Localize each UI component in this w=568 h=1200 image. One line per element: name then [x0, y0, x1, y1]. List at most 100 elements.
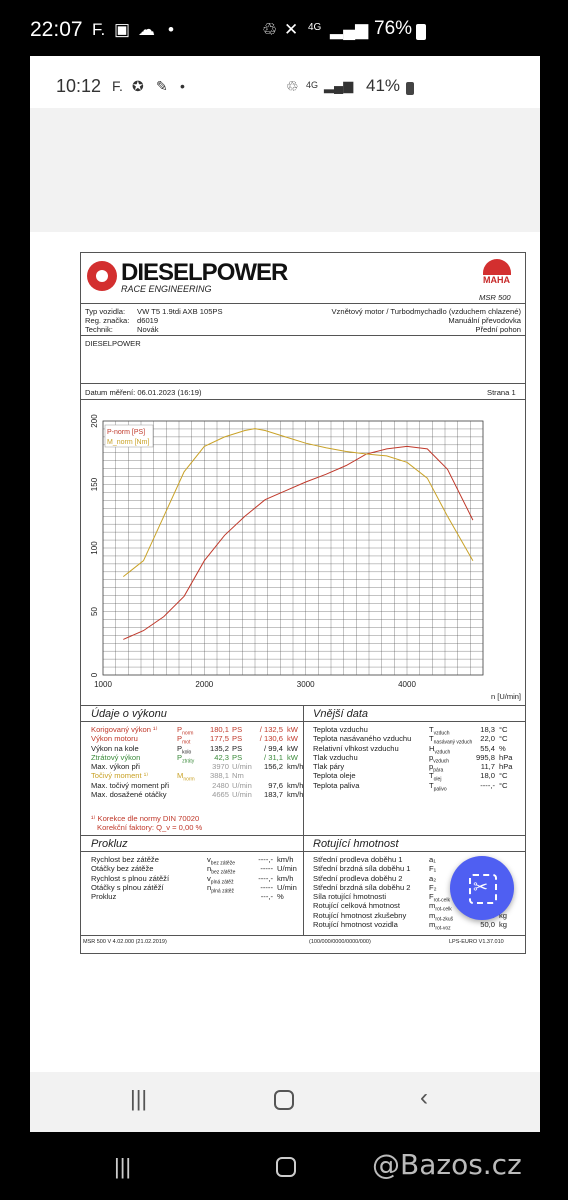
legend-power: P-norm [PS]	[107, 429, 145, 436]
cloud-icon: ☁	[138, 20, 155, 39]
rotujici-label: Střední brzdná síla doběhu 1	[313, 864, 411, 874]
engine-info-line: Vznětový motor / Turbodmychadlo (vzduche…	[331, 307, 521, 316]
vnejsi-symbol: ppára	[429, 762, 444, 774]
udaje-unit1: PS	[232, 743, 243, 753]
dyno-report: DIESELPOWER RACE ENGINEERING MAHA MSR 50…	[80, 252, 526, 954]
left-tick-label: 50	[90, 607, 99, 616]
engine-info: Vznětový motor / Turbodmychadlo (vzduche…	[331, 307, 521, 334]
rotujici-label: Síla rotující hmotnosti	[313, 892, 387, 902]
footer-lps: LPS-EURO V1.37.010	[449, 939, 504, 945]
udaje-unit1: U/min	[232, 780, 252, 790]
prokluz-label: Rychlost bez zátěže	[91, 855, 159, 864]
udaje-label: Ztrátový výkon	[91, 752, 141, 762]
signal-icon: ▂▄▆	[324, 78, 354, 93]
vehicle-info-value: VW T5 1.9tdi AXB 105PS	[137, 307, 223, 316]
outer-nav-bar: ||| @Bazos.cz	[0, 1132, 568, 1200]
prokluz-label: Prokluz	[91, 892, 117, 902]
vnejsi-label: Teplota nasávaného vzduchu	[313, 734, 412, 744]
udaje-value1: 4665	[212, 790, 229, 800]
footer-code: (100/000/0000/0000/000)	[309, 939, 371, 945]
vnejsi-unit: °C	[499, 771, 508, 781]
vnejsi-row: Tlak vzduchu pvzduch 995,8 hPa	[313, 752, 521, 765]
prokluz-row: Prokluz ---,-%	[91, 892, 301, 901]
vehicle-info-row: Typ vozidla: VW T5 1.9tdi AXB 105PS	[85, 307, 223, 316]
rotujici-label: Rotující hmotnost vozidla	[313, 920, 398, 930]
udaje-label: Max. výkon při	[91, 762, 140, 772]
udaje-symbol: Pnorm	[177, 725, 194, 737]
vnejsi-row: Teplota oleje Tolej 18,0 °C	[313, 771, 521, 783]
legend-torque: M_norm [Nm]	[107, 439, 149, 446]
prokluz-value: -----	[260, 864, 273, 874]
rotujici-symbol: mrot-zkuš	[429, 910, 454, 923]
rotujici-label: Rotující hmotnost zkušebny	[313, 910, 407, 920]
battery-icon	[416, 24, 426, 40]
vnejsi-label: Relativní vlhkost vzduchu	[313, 743, 399, 753]
vnejsi-label: Tlak vzduchu	[313, 752, 358, 762]
vnejsi-row: Teplota nasávaného vzduchu Tnasávaný vzdu…	[313, 734, 521, 746]
image-icon: ▣	[114, 20, 131, 39]
vnejsi-unit: °C	[499, 734, 508, 744]
bazos-watermark: @Bazos.cz	[372, 1148, 522, 1181]
battery-saver-icon: ♲	[262, 20, 278, 39]
legend-box	[104, 424, 154, 448]
inner-clock: 10:12	[56, 76, 102, 96]
prokluz-unit: km/h	[277, 873, 294, 883]
vnejsi-label: Teplota paliva	[313, 780, 360, 790]
f-icon: F.	[92, 20, 106, 39]
maha-logo-icon: MAHA	[477, 259, 517, 287]
udaje-label: Max. točivý moment při	[91, 780, 170, 790]
power-curve	[123, 445, 474, 640]
udaje-unit1: PS	[232, 725, 243, 734]
udaje-list: Korigovaný výkon ¹⁾ Pnorm 180,1 PS/ 132,5 kW…	[91, 725, 304, 800]
home-icon[interactable]	[276, 1157, 296, 1177]
x-tick-label: 4000	[398, 680, 416, 689]
prokluz-row: Otáčky bez zátěže nbez zátěže ----- U/min	[91, 864, 301, 876]
prokluz-row: Rychlost s plnou zátěží vplná zátěž ----,-…	[91, 873, 301, 886]
prokluz-label: Rychlost s plnou zátěží	[91, 873, 170, 883]
crop-icon	[469, 874, 497, 904]
engine-info-line: Přední pohon	[475, 325, 521, 334]
page-number: Strana 1	[487, 388, 516, 397]
rotujici-value: 50,0	[480, 920, 495, 930]
udaje-symbol: Pztráty	[177, 752, 195, 765]
vnejsi-unit: hPa	[499, 762, 513, 772]
msr-label: MSR 500	[479, 293, 511, 302]
vnejsi-value: 995,8	[475, 752, 495, 762]
vnejsi-value: 18,3	[480, 725, 495, 734]
prokluz-value: ----,-	[258, 855, 273, 864]
outer-status-bar: 22:07 F. ▣ ☁ • ♲ ✕ 4G ▂▄▆ 76%	[0, 0, 568, 56]
udaje-unit1: PS	[232, 734, 243, 744]
x-tick-label: 3000	[297, 680, 315, 689]
rotujici-title: Rotující hmotnost	[313, 838, 399, 850]
vnejsi-row: Relativní vlhkost vzduchu Hvzduch 55,4%	[313, 743, 521, 756]
udaje-value2: / 132,5	[259, 725, 283, 734]
x-tick-label: 1000	[94, 680, 112, 689]
screenshot-edit-button[interactable]: ✂	[450, 856, 514, 920]
prokluz-title: Prokluz	[91, 838, 128, 850]
vnejsi-unit: °C	[499, 725, 508, 734]
home-icon[interactable]	[274, 1090, 294, 1110]
vnejsi-unit: %	[499, 743, 506, 753]
recent-apps-icon[interactable]: |||	[114, 1154, 132, 1179]
udaje-value1: 2480	[212, 780, 229, 790]
udaje-value1: 42,3	[214, 752, 229, 762]
vnejsi-symbol: Tolej	[429, 771, 442, 783]
vehicle-info-value: d6019	[137, 316, 159, 325]
network-type: 4G	[308, 22, 322, 33]
prokluz-row: Rychlost bez zátěže vbez zátěže ----,- km/h	[91, 855, 301, 867]
udaje-symbol: Pmot	[177, 734, 191, 746]
back-icon[interactable]: ‹	[420, 1084, 428, 1111]
vnejsi-label: Teplota vzduchu	[313, 725, 368, 734]
udaje-value1: 388,1	[209, 771, 229, 781]
recent-apps-icon[interactable]: |||	[130, 1086, 148, 1111]
prokluz-list: Rychlost bez zátěže vbez zátěže ----,- km/h…	[91, 855, 301, 901]
vnejsi-row: Teplota paliva Tpalivo ----,- °C	[313, 780, 521, 793]
rotujici-row: Střední prodleva doběhu 1 a₁	[313, 855, 521, 864]
vnejsi-value: ----,-	[480, 780, 495, 790]
udaje-unit2: km/h	[287, 762, 304, 772]
vehicle-info-key: Technik:	[85, 325, 113, 334]
udaje-row: Max. točivý moment při 2480 U/min 97,6 km/h	[91, 780, 303, 790]
network-type: 4G	[306, 80, 319, 90]
prokluz-unit: %	[277, 892, 284, 902]
vnejsi-value: 55,4	[480, 743, 495, 753]
